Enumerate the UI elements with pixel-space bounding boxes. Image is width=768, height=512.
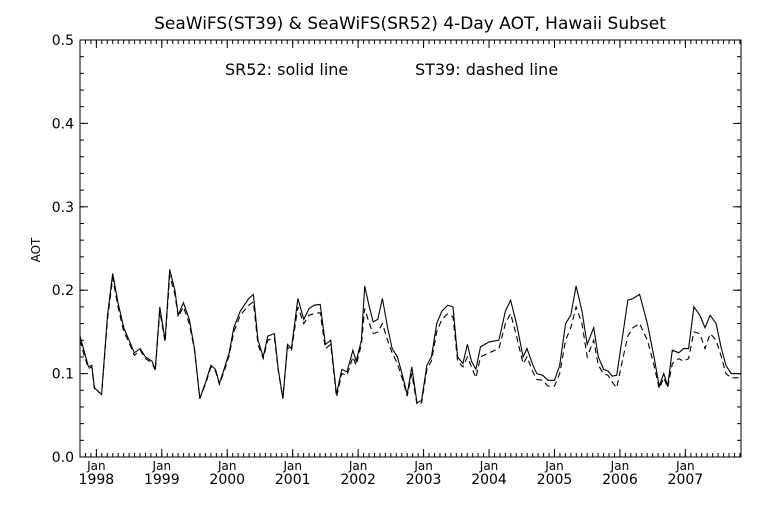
y-tick-label: 0.0: [52, 450, 74, 466]
legend-st39-annotation: ST39: dashed line: [415, 60, 558, 79]
x-tick-year-label: 2001: [275, 472, 311, 488]
legend-sr52-annotation: SR52: solid line: [225, 60, 348, 79]
x-tick-month-label: Jan: [675, 459, 695, 473]
x-tick-month-label: Jan: [217, 459, 237, 473]
x-tick-year-label: 2003: [406, 472, 442, 488]
x-tick-month-label: Jan: [282, 459, 302, 473]
x-tick-year-label: 2000: [209, 472, 245, 488]
series-line-sr52: [79, 269, 741, 404]
x-tick-month-label: Jan: [348, 459, 368, 473]
x-tick-month-label: Jan: [413, 459, 433, 473]
x-tick-year-label: 2005: [537, 472, 573, 488]
y-tick-label: 0.3: [52, 200, 74, 216]
x-tick-year-label: 1998: [79, 472, 115, 488]
y-tick-label: 0.4: [52, 116, 74, 132]
x-tick-year-label: 2004: [471, 472, 507, 488]
x-tick-month-label: Jan: [544, 459, 564, 473]
x-tick-year-label: 2006: [602, 472, 638, 488]
plot-frame: [79, 39, 742, 458]
x-tick-year-label: 1999: [144, 472, 180, 488]
x-tick-month-label: Jan: [86, 459, 106, 473]
x-tick-year-label: 2002: [340, 472, 376, 488]
y-tick-label: 0.2: [52, 283, 74, 299]
y-axis-label: AOT: [29, 237, 43, 262]
x-tick-month-label: Jan: [152, 459, 172, 473]
chart-title: SeaWiFS(ST39) & SeaWiFS(SR52) 4-Day AOT,…: [154, 14, 666, 34]
x-tick-year-label: 2007: [668, 472, 704, 488]
y-tick-label: 0.1: [52, 367, 74, 383]
x-tick-month-label: Jan: [479, 459, 499, 473]
plot-area: 0.00.10.20.30.40.5Jan1998Jan1999Jan2000J…: [52, 33, 741, 488]
x-tick-month-label: Jan: [610, 459, 630, 473]
y-tick-label: 0.5: [52, 33, 74, 49]
